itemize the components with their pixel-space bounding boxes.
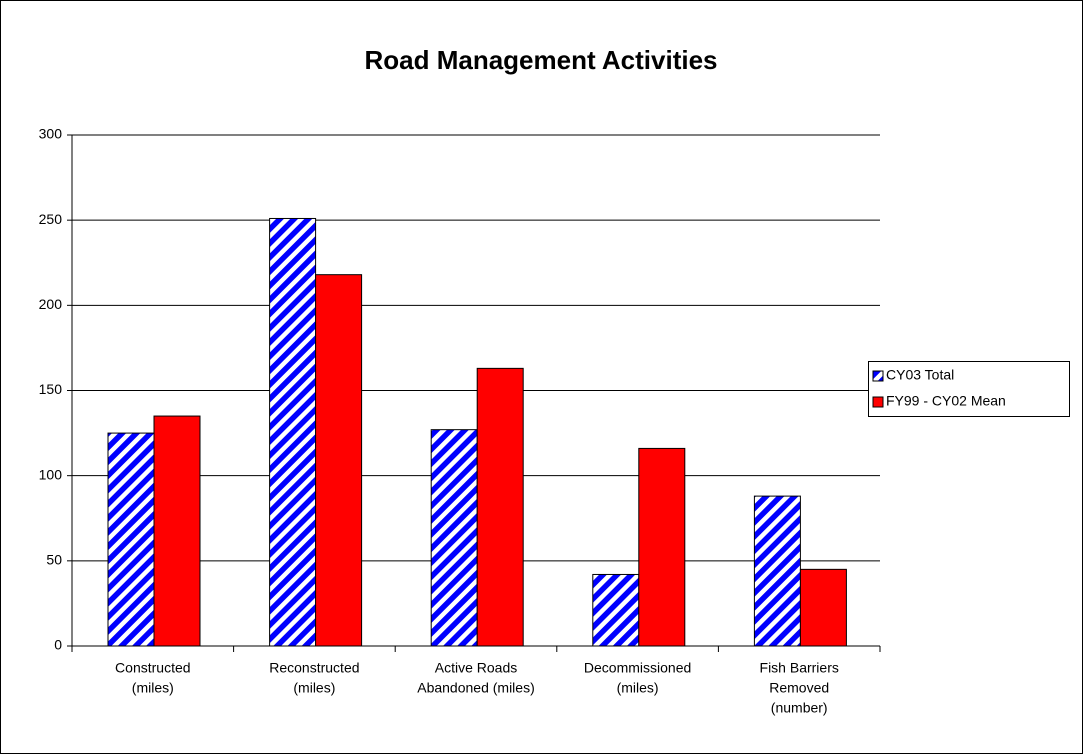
legend-swatch [872,396,884,408]
legend-swatch [872,370,884,382]
y-tick-label: 300 [39,126,63,142]
bar [753,495,801,647]
y-tick-label: 0 [54,637,62,653]
bar [799,568,847,647]
x-tick-label: Fish Barriers [760,660,839,676]
y-tick-label: 250 [39,211,63,227]
bar [107,432,155,647]
bar [269,217,317,647]
x-tick-label: (miles) [132,680,174,696]
y-tick-label: 150 [39,381,63,397]
bar [592,573,640,647]
y-tick-label: 100 [39,466,63,482]
x-tick-label: Active Roads [435,660,517,676]
legend-label: CY03 Total [886,367,954,383]
x-tick-label: Reconstructed [269,660,359,676]
x-tick-label: (number) [771,700,828,716]
x-tick-label: Decommissioned [584,660,691,676]
bar [638,447,686,647]
x-tick-label: (miles) [293,680,335,696]
y-tick-label: 50 [46,552,62,568]
bar [476,367,524,647]
bar [430,429,478,647]
chart-title: Road Management Activities [364,45,717,75]
x-tick-label: Removed [769,680,829,696]
bar [153,415,201,647]
legend-label: FY99 - CY02 Mean [886,393,1006,409]
legend-box [868,361,1070,417]
bar [315,274,363,647]
x-tick-label: (miles) [617,680,659,696]
x-tick-label: Abandoned (miles) [417,680,535,696]
x-tick-label: Constructed [115,660,190,676]
y-tick-label: 200 [39,296,63,312]
